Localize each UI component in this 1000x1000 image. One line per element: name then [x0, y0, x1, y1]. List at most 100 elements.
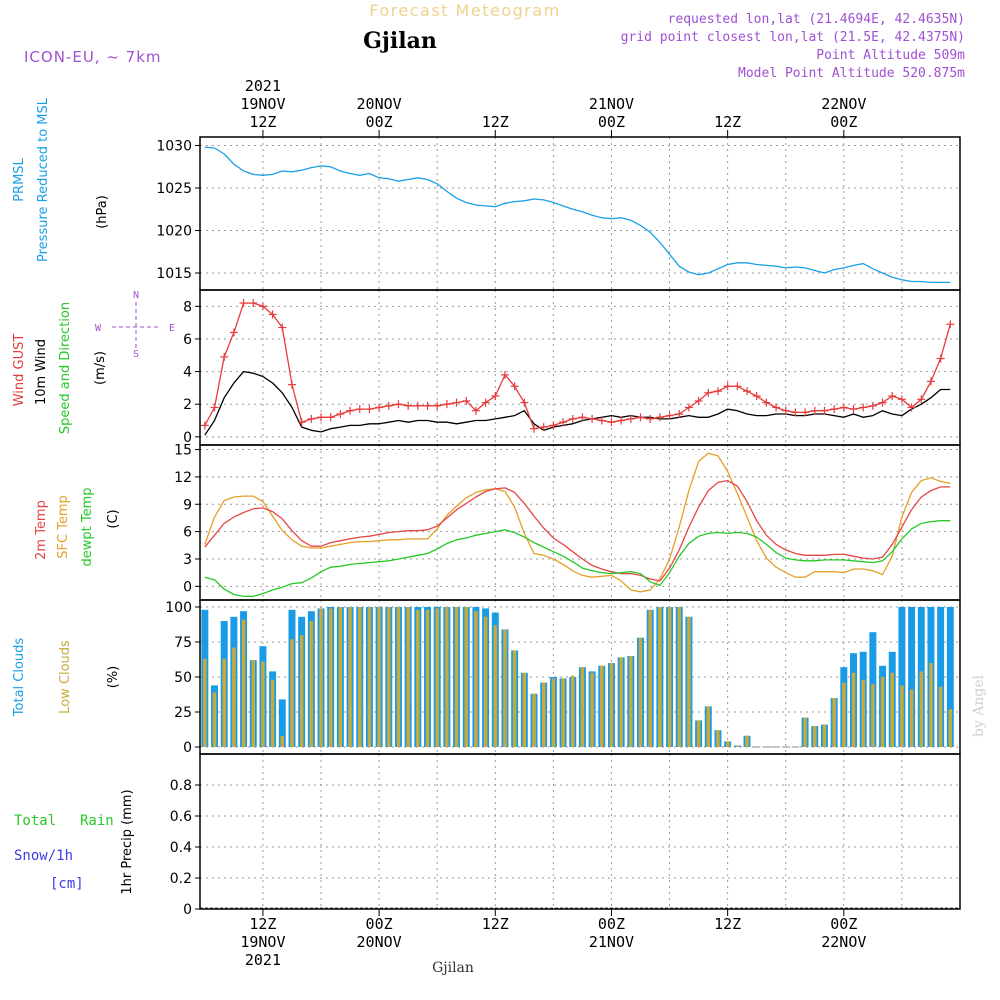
- x-tick-label-top: 12Z: [482, 113, 509, 131]
- low-cloud-bar: [290, 639, 294, 747]
- low-cloud-bar: [745, 735, 749, 747]
- low-cloud-bar: [435, 608, 439, 747]
- compass-w: W: [95, 323, 102, 334]
- y-tick-label: 4: [183, 365, 192, 381]
- x-date-label-bottom: 19NOV: [240, 933, 285, 951]
- low-cloud-bar: [909, 689, 914, 747]
- x-year-label-bottom: 2021: [245, 951, 281, 969]
- wind-unit-label: (m/s): [93, 351, 108, 385]
- low-cloud-bar: [580, 667, 585, 747]
- low-cloud-bar: [425, 609, 430, 747]
- pressure-unit-label: (hPa): [95, 195, 110, 229]
- low-cloud-bar: [687, 616, 691, 747]
- low-cloud-bar: [232, 647, 236, 747]
- low-cloud-bar: [541, 682, 546, 747]
- low-cloud-bar: [522, 672, 527, 747]
- low-cloud-bar: [890, 672, 894, 747]
- y-tick-label: 1030: [156, 139, 192, 155]
- sfc-temp-label: SFC Temp: [56, 495, 71, 559]
- y-tick-label: 15: [174, 443, 192, 459]
- low-clouds-label: Low Clouds: [58, 640, 73, 714]
- y-tick-label: 0.2: [170, 871, 192, 887]
- y-tick-label: 6: [183, 332, 192, 348]
- y-tick-label: 12: [174, 470, 192, 486]
- low-cloud-bar: [648, 609, 652, 747]
- x-date-label-top: 21NOV: [589, 95, 634, 113]
- y-tick-label: 9: [183, 497, 192, 513]
- low-cloud-bar: [677, 607, 681, 747]
- low-cloud-bar: [638, 637, 643, 747]
- x-tick-label-bottom: 12Z: [249, 915, 276, 933]
- low-cloud-bar: [948, 709, 953, 747]
- precip-total-label: Total: [14, 813, 56, 829]
- precip-rain-label: Rain: [80, 813, 114, 829]
- low-cloud-bar: [900, 685, 904, 747]
- temp2m-line: [204, 479, 951, 582]
- y-tick-label: 0: [183, 902, 192, 918]
- low-cloud-bar: [629, 656, 633, 747]
- low-cloud-bar: [338, 607, 343, 747]
- footer-location: Gjilan: [432, 960, 474, 976]
- compass-e: E: [169, 323, 175, 334]
- temp-unit-label: (C): [106, 509, 121, 528]
- low-cloud-bar: [212, 692, 217, 747]
- sfc-temp-line: [204, 452, 951, 593]
- x-date-label-bottom: 20NOV: [357, 933, 402, 951]
- low-cloud-bar: [696, 720, 701, 747]
- total-clouds-label: Total Clouds: [12, 638, 27, 718]
- x-tick-label-top: 12Z: [249, 113, 276, 131]
- x-date-label-top: 22NOV: [821, 95, 866, 113]
- low-cloud-bar: [851, 672, 856, 747]
- low-cloud-bar: [551, 678, 556, 747]
- y-tick-label: 1015: [156, 266, 192, 282]
- low-cloud-bar: [871, 684, 875, 747]
- temp2m-label: 2m Temp: [34, 500, 49, 560]
- y-tick-label: 0.6: [170, 809, 192, 825]
- total-cloud-bar: [908, 607, 916, 747]
- low-cloud-bar: [454, 607, 459, 747]
- pressure-line: [204, 146, 951, 284]
- low-cloud-bar: [377, 607, 381, 747]
- low-cloud-bar: [241, 619, 246, 747]
- wind-gust-line: [204, 302, 951, 430]
- x-tick-label-top: 00Z: [366, 113, 393, 131]
- low-cloud-bar: [387, 607, 391, 747]
- low-cloud-bar: [261, 661, 265, 747]
- x-tick-label-bottom: 00Z: [830, 915, 857, 933]
- point-altitude: Point Altitude 509m: [816, 48, 965, 63]
- low-cloud-bar: [406, 607, 410, 747]
- x-tick-label-bottom: 00Z: [366, 915, 393, 933]
- low-cloud-bar: [725, 741, 730, 747]
- total-cloud-bar: [278, 699, 286, 747]
- x-tick-label-bottom: 00Z: [598, 915, 625, 933]
- low-cloud-bar: [880, 677, 885, 747]
- precip-unit-label: 1hr Precip (mm): [120, 789, 135, 894]
- low-cloud-bar: [396, 607, 401, 747]
- low-cloud-bar: [203, 658, 207, 747]
- gridpoint-coords: grid point closest lon,lat (21.5E, 42.43…: [621, 30, 965, 45]
- low-cloud-bar: [328, 608, 333, 747]
- y-tick-label: 1020: [156, 224, 192, 240]
- low-cloud-bar: [861, 679, 865, 747]
- low-cloud-bar: [270, 679, 275, 747]
- x-tick-label-bottom: 12Z: [714, 915, 741, 933]
- x-year-label-top: 2021: [245, 77, 281, 95]
- frames-layer: [199, 136, 961, 910]
- low-cloud-bar: [358, 607, 362, 747]
- clouds-unit-label: (%): [106, 666, 121, 689]
- low-cloud-bar: [280, 735, 285, 747]
- low-cloud-bar: [813, 726, 817, 747]
- low-cloud-bar: [658, 607, 662, 747]
- low-cloud-bar: [416, 609, 420, 747]
- precip-snow-unit-label: [cm]: [50, 876, 84, 892]
- y-tick-label: 1025: [156, 181, 192, 197]
- x-date-label-top: 19NOV: [240, 95, 285, 113]
- x-tick-label-top: 12Z: [714, 113, 741, 131]
- low-cloud-bar: [590, 672, 594, 747]
- wind-speed-dir-label: Speed and Direction: [58, 302, 73, 434]
- low-cloud-bar: [309, 621, 314, 747]
- low-cloud-bar: [299, 635, 304, 747]
- watermark: by Angel: [971, 674, 987, 737]
- low-cloud-bar: [503, 629, 507, 747]
- low-cloud-bar: [464, 607, 468, 747]
